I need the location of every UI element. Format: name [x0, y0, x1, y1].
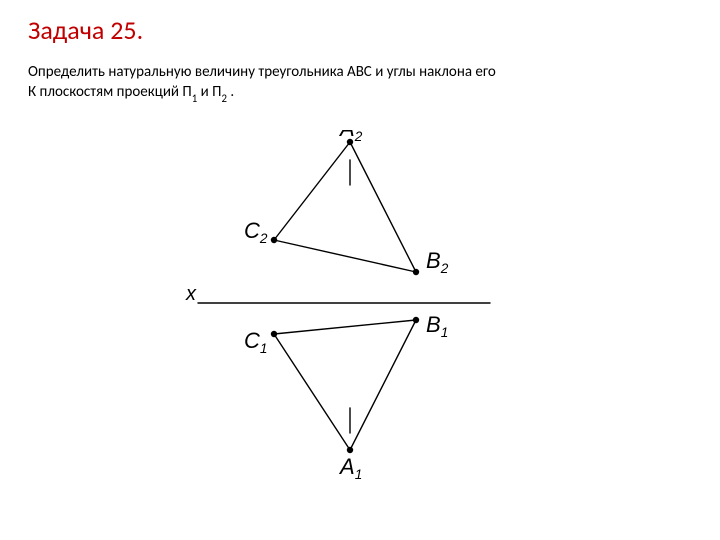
problem-title: Задача 25.	[28, 14, 143, 46]
body-line-2-prefix: К плоскостям проекций П	[28, 83, 192, 101]
body-line-2-suffix: .	[227, 83, 234, 101]
svg-text:C2: C2	[244, 218, 268, 246]
body-line-1: Определить натуральную величину треуголь…	[28, 63, 496, 81]
svg-text:B2: B2	[426, 248, 449, 276]
svg-text:C1: C1	[244, 328, 267, 356]
svg-text:A1: A1	[338, 454, 362, 482]
body-sub-1: 1	[192, 92, 197, 105]
problem-statement: Определить натуральную величину треуголь…	[28, 62, 496, 105]
svg-text:x: x	[185, 283, 197, 305]
body-line-2-mid: и П	[197, 83, 221, 101]
body-sub-2: 2	[221, 92, 226, 105]
diagram-svg: xA2C2B2C1B1A1	[180, 130, 510, 510]
projection-diagram: xA2C2B2C1B1A1	[180, 130, 510, 510]
svg-text:B1: B1	[426, 312, 448, 340]
page: Задача 25. Определить натуральную величи…	[0, 0, 720, 540]
